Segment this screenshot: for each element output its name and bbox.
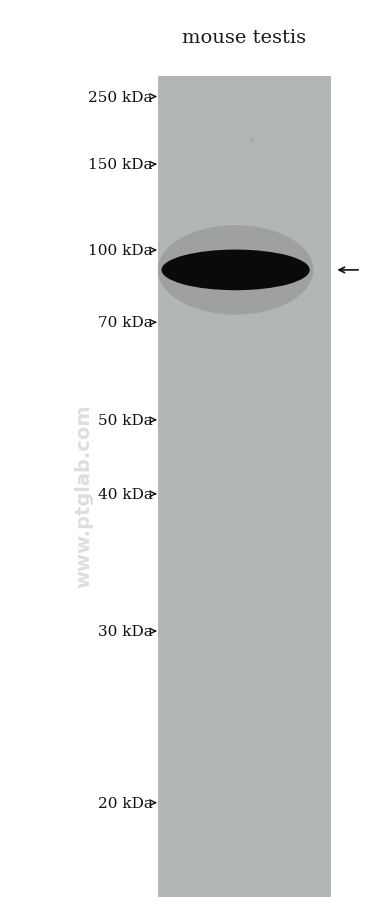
- Text: mouse testis: mouse testis: [182, 29, 306, 47]
- Text: 50 kDa: 50 kDa: [98, 413, 153, 428]
- Text: www.ptglab.com: www.ptglab.com: [74, 404, 93, 588]
- Text: 100 kDa: 100 kDa: [88, 244, 153, 258]
- Text: 150 kDa: 150 kDa: [88, 158, 153, 172]
- Text: 30 kDa: 30 kDa: [98, 624, 153, 639]
- Text: 70 kDa: 70 kDa: [98, 316, 153, 330]
- Text: 250 kDa: 250 kDa: [88, 90, 153, 105]
- Text: 40 kDa: 40 kDa: [98, 487, 153, 502]
- Bar: [158, 77, 331, 897]
- Text: 20 kDa: 20 kDa: [98, 796, 153, 810]
- Ellipse shape: [162, 250, 310, 290]
- Ellipse shape: [158, 226, 314, 315]
